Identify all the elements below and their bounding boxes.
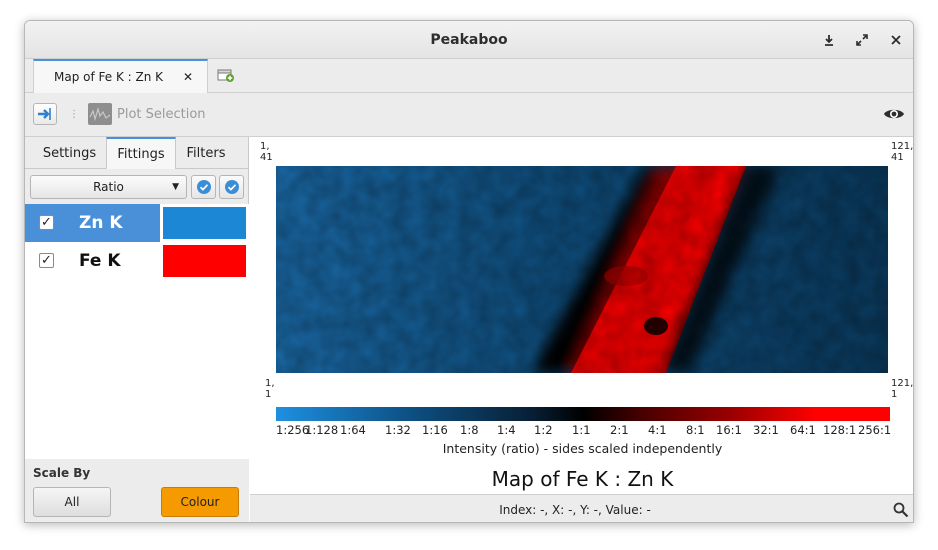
mode-select[interactable]: Ratio ▼ bbox=[30, 175, 187, 199]
tab-close-icon[interactable]: ✕ bbox=[182, 70, 193, 84]
scale-label: 1:16 bbox=[422, 423, 448, 437]
scale-label: 4:1 bbox=[648, 423, 667, 437]
check-all-button[interactable] bbox=[191, 175, 216, 199]
scale-label: 2:1 bbox=[610, 423, 629, 437]
fitting-row-main: ✓ Zn K bbox=[25, 204, 160, 242]
plot-selection-icon bbox=[88, 103, 112, 125]
scale-label: 8:1 bbox=[686, 423, 705, 437]
eye-icon[interactable] bbox=[883, 106, 905, 126]
scale-label: 1:8 bbox=[460, 423, 479, 437]
tab-map[interactable]: Map of Fe K : Zn K ✕ bbox=[33, 59, 208, 93]
fitting-row-zn[interactable]: ✓ Zn K bbox=[25, 204, 249, 242]
check-button[interactable] bbox=[219, 175, 244, 199]
corner-top-left: 1, 41 bbox=[260, 141, 273, 163]
app-window: Peakaboo Map of Fe K : Zn K ✕ ⋮ Plot Sel… bbox=[24, 20, 914, 523]
fitting-label: Zn K bbox=[79, 213, 123, 233]
export-arrow-icon bbox=[38, 108, 51, 120]
tab-settings[interactable]: Settings bbox=[42, 145, 97, 161]
color-swatch[interactable] bbox=[163, 245, 246, 277]
corner-bottom-right: 121, 1 bbox=[891, 378, 914, 400]
fitting-row-fe[interactable]: ✓ Fe K bbox=[25, 242, 249, 280]
corner-top-right: 121, 41 bbox=[891, 141, 914, 163]
scale-labels: 1:256 1:128 1:64 1:32 1:16 1:8 1:4 1:2 1… bbox=[276, 423, 892, 437]
map-view: 1, 41 121, 41 1, 1 121, 1 bbox=[250, 137, 914, 494]
scale-label: 1:4 bbox=[497, 423, 516, 437]
toolbar-separator: ⋮ bbox=[69, 109, 79, 120]
download-icon[interactable] bbox=[819, 30, 839, 50]
color-swatch[interactable] bbox=[163, 207, 246, 239]
scale-colour-button[interactable]: Colour bbox=[161, 487, 239, 517]
tab-fittings[interactable]: Fittings bbox=[106, 137, 176, 169]
scale-label: 1:32 bbox=[385, 423, 411, 437]
scale-label: 1:2 bbox=[534, 423, 553, 437]
status-text: Index: -, X: -, Y: -, Value: - bbox=[499, 503, 651, 517]
fitting-checkbox[interactable]: ✓ bbox=[39, 253, 54, 268]
export-button[interactable] bbox=[33, 103, 57, 125]
scale-label: 256:1 bbox=[858, 423, 892, 437]
document-tab-bar: Map of Fe K : Zn K ✕ bbox=[25, 59, 913, 93]
colour-scale-bar bbox=[276, 407, 890, 421]
scale-all-button[interactable]: All bbox=[33, 487, 111, 517]
scale-by-label: Scale By bbox=[33, 466, 91, 480]
scale-label: 1:64 bbox=[340, 423, 366, 437]
status-bar: Index: -, X: -, Y: -, Value: - bbox=[250, 494, 913, 522]
plot-selection-button[interactable]: Plot Selection bbox=[117, 107, 206, 122]
tab-filters[interactable]: Filters bbox=[186, 145, 226, 161]
fitting-row-main: ✓ Fe K bbox=[25, 242, 160, 280]
fitting-checkbox[interactable]: ✓ bbox=[39, 215, 54, 230]
fitting-label: Fe K bbox=[79, 251, 121, 271]
intensity-label: Intensity (ratio) - sides scaled indepen… bbox=[442, 441, 723, 456]
title-bar: Peakaboo bbox=[25, 21, 913, 59]
dropdown-arrow-icon: ▼ bbox=[172, 182, 179, 192]
map-title: Map of Fe K : Zn K bbox=[491, 467, 674, 491]
corner-bottom-left: 1, 1 bbox=[265, 378, 275, 400]
scale-label: 1:256 bbox=[276, 423, 310, 437]
mode-select-value: Ratio bbox=[93, 180, 124, 194]
scale-label: 1:1 bbox=[572, 423, 591, 437]
scale-label: 128:1 bbox=[823, 423, 857, 437]
scale-label: 16:1 bbox=[716, 423, 742, 437]
close-window-icon[interactable] bbox=[886, 30, 906, 50]
scale-label: 32:1 bbox=[753, 423, 779, 437]
panel-subtabs: Settings Fittings Filters bbox=[25, 137, 249, 169]
check-circle-icon bbox=[196, 180, 211, 194]
tab-label: Map of Fe K : Zn K bbox=[54, 70, 164, 84]
fittings-list: ✓ Zn K ✓ Fe K bbox=[25, 204, 249, 459]
window-title: Peakaboo bbox=[430, 32, 508, 48]
check-circle-icon bbox=[224, 180, 239, 194]
ratio-map-image[interactable] bbox=[276, 166, 888, 373]
new-tab-icon[interactable] bbox=[217, 67, 235, 83]
maximize-icon[interactable] bbox=[852, 30, 872, 50]
zoom-icon[interactable] bbox=[893, 502, 909, 522]
scale-by-section: Scale By All Colour bbox=[25, 459, 249, 522]
scale-label: 64:1 bbox=[790, 423, 816, 437]
toolbar: ⋮ Plot Selection bbox=[25, 93, 913, 137]
left-panel: Settings Fittings Filters Ratio ▼ ✓ Zn K bbox=[25, 137, 249, 522]
scale-label: 1:128 bbox=[305, 423, 339, 437]
